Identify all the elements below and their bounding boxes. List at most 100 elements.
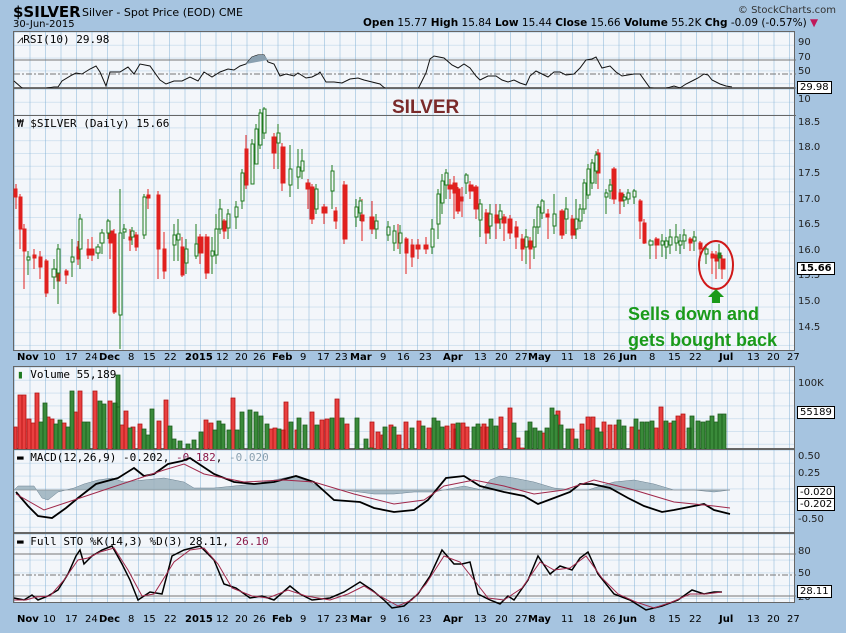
price-axis-17-0: 17.0 (798, 194, 821, 205)
rsi-axis-50: 50 (798, 66, 811, 77)
price-axis-15-5: 15.5 (798, 270, 821, 281)
date-tick: 13 (747, 352, 760, 363)
price-label: ₩ $SILVER (Daily) 15.66 (17, 117, 169, 130)
macd-axis-neg-0-50: -0.50 (798, 514, 824, 525)
price-axis-18-0: 18.0 (798, 142, 821, 153)
volume-label-text: Volume 55,189 (30, 368, 117, 381)
low-label: Low (494, 17, 519, 29)
date-tick: 17 (317, 352, 330, 363)
date-tick: 8 (128, 614, 135, 625)
volume-plot (13, 374, 727, 451)
date-tick: 20 (767, 352, 780, 363)
rsi-axis-90: 90 (798, 37, 811, 48)
date-tick: Jun (619, 614, 637, 625)
date-tick: Feb (272, 352, 293, 363)
candlestick-icon: ₩ (17, 117, 24, 130)
date-tick: 10 (43, 614, 56, 625)
price-axis-18-5: 18.5 (798, 117, 821, 128)
date-tick: 13 (747, 614, 760, 625)
date-tick: 26 (253, 614, 266, 625)
close-label: Close (555, 17, 588, 29)
price-panel: SILVER ₩ $SILVER (Daily) 15.66 (13, 88, 796, 353)
rsi-plot (13, 54, 796, 99)
date-tick: 10 (43, 352, 56, 363)
date-tick: 13 (474, 352, 487, 363)
volume-value-tag: 55189 (797, 406, 835, 419)
date-tick: 16 (397, 352, 410, 363)
rsi-label-text: RSI(10) 29.98 (23, 33, 110, 46)
date-tick: Dec (99, 352, 121, 363)
date-tick: May (528, 352, 551, 363)
macd-axis-0-50: 0.50 (798, 451, 821, 462)
date-tick: 27 (515, 352, 528, 363)
date-tick: Nov (17, 352, 39, 363)
stockcharts-credit: © StockCharts.com (737, 5, 836, 16)
line-icon: ▬ (17, 535, 24, 548)
macd-label: ▬ MACD(12,26,9) -0.202, -0.182, -0.020 (17, 451, 269, 464)
volume-bars-icon: ▮ (17, 368, 24, 381)
sto-axis-50: 50 (798, 568, 811, 579)
chg-value: -0.09 (-0.57%) (730, 17, 807, 29)
volume-value: 55.2K (671, 17, 702, 29)
rsi-panel: ⩘RSI(10) 29.98 (13, 31, 796, 99)
rsi-label: ⩘RSI(10) 29.98 (17, 33, 109, 47)
date-tick: 18 (583, 614, 596, 625)
price-value-tag: 15.66 (797, 262, 835, 275)
date-tick: 8 (649, 352, 656, 363)
date-tick: 15 (668, 352, 681, 363)
date-tick: 27 (787, 614, 800, 625)
price-axis-15-0: 15.0 (798, 296, 821, 307)
macd-value-tag: -0.202 (797, 498, 836, 511)
price-label-text: $SILVER (Daily) 15.66 (30, 117, 170, 130)
date-tick: 23 (419, 352, 432, 363)
date-tick: 13 (474, 614, 487, 625)
date-tick: Jul (719, 352, 734, 363)
date-tick: 23 (335, 352, 348, 363)
chart-date: 30-Jun-2015 (13, 19, 75, 30)
date-tick: Jun (619, 352, 637, 363)
price-plot (13, 107, 734, 349)
date-tick: 2015 (185, 352, 213, 363)
date-tick: 26 (603, 614, 616, 625)
high-value: 15.84 (461, 17, 492, 29)
volume-label: Volume (623, 17, 668, 29)
date-tick: Nov (17, 614, 39, 625)
date-tick: 22 (164, 352, 177, 363)
chg-label: Chg (704, 17, 728, 29)
sto-value-tag: 28.11 (797, 585, 832, 598)
date-tick: 20 (495, 614, 508, 625)
date-tick: Mar (350, 352, 372, 363)
date-tick: 11 (561, 352, 574, 363)
macd-signal-text: -0.182 (175, 451, 216, 464)
date-tick: 2015 (185, 614, 213, 625)
up-arrow-icon (708, 289, 724, 303)
macd-panel: ▬ MACD(12,26,9) -0.202, -0.182, -0.020 (13, 449, 795, 533)
line-icon: ▬ (17, 451, 24, 464)
date-tick: 15 (143, 352, 156, 363)
volume-label: ▮ Volume 55,189 (17, 368, 116, 381)
rsi-value-tag: 29.98 (797, 81, 832, 94)
date-tick: 26 (253, 352, 266, 363)
date-tick: 23 (419, 614, 432, 625)
date-tick: Jul (719, 614, 734, 625)
date-tick: 22 (164, 614, 177, 625)
date-tick: 26 (603, 352, 616, 363)
date-tick: 24 (85, 614, 98, 625)
date-tick: 20 (235, 614, 248, 625)
date-tick: 16 (397, 614, 410, 625)
date-tick: 18 (583, 352, 596, 363)
date-tick: 20 (235, 352, 248, 363)
ohlc-summary: Open 15.77 High 15.84 Low 15.44 Close 15… (363, 17, 818, 29)
volume-axis-100k: 100K (798, 378, 824, 389)
date-tick: 20 (495, 352, 508, 363)
date-tick: 22 (689, 614, 702, 625)
date-tick: 11 (561, 614, 574, 625)
date-tick: 9 (300, 614, 307, 625)
description-text: Silver - Spot Price (EOD) (82, 6, 216, 19)
date-tick: 23 (335, 614, 348, 625)
rsi-axis-10: 10 (798, 94, 811, 105)
date-tick: Apr (443, 352, 463, 363)
annotation-text: Sells down and gets bought back (628, 301, 777, 353)
date-tick: Dec (99, 614, 121, 625)
annotation-line-1: Sells down and (628, 304, 760, 324)
